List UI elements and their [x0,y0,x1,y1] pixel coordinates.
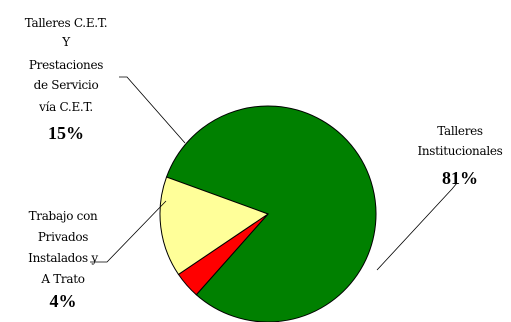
slice-label-2-line-3: Instalados y [28,251,98,265]
slice-label-3-line-4: de Servicio [34,78,99,92]
slice-labels: Talleres Institucionales 81% Trabajo con Pri… [25,16,503,311]
slice-label-1-line-1: Talleres [437,124,483,138]
slice-label-3-line-2: Y [61,35,71,49]
slice-value-label-3: 15% [48,123,84,143]
slice-value-label-2: 4% [50,291,77,311]
slice-label-1-line-2: Institucionales [417,144,502,158]
slice-label-2-line-4: A Trato [40,272,84,286]
slice-label-3-line-3: Prestaciones [29,58,103,72]
pie-slices [159,105,377,322]
pie-slice-3 [159,176,270,276]
leader-lines [90,76,458,271]
slice-label-3-line-1: Talleres C.E.T. [25,16,108,30]
slice-value-label-1: 81% [442,168,478,188]
slice-label-2-line-1: Trabajo con [29,209,98,223]
leader-line-1 [376,182,458,271]
slice-label-3-line-5: vía C.E.T. [38,100,93,114]
slice-label-2-line-2: Privados [38,230,88,244]
leader-line-3 [119,76,186,144]
leader-line-2 [90,200,167,263]
